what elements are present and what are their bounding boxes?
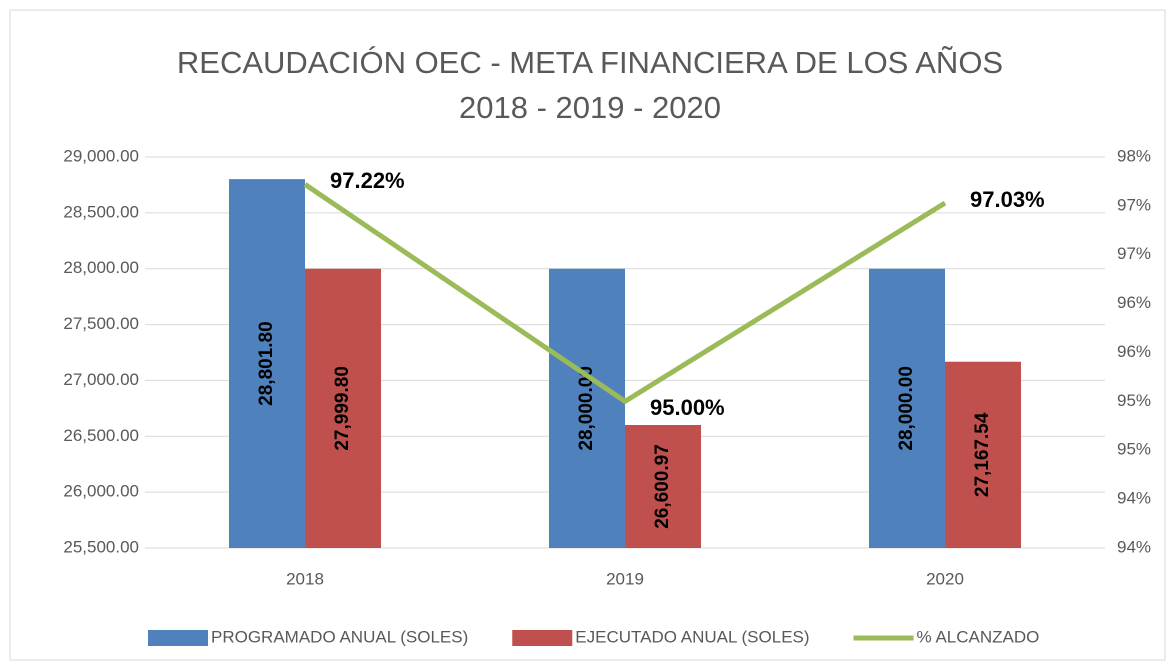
bar: [945, 361, 1021, 548]
bar: [305, 268, 381, 548]
y-tick-label: 27,500.00: [63, 314, 139, 333]
x-tick-label: 2020: [926, 569, 964, 588]
bar: [869, 268, 945, 548]
chart-title: RECAUDACIÓN OEC - META FINANCIERA DE LOS…: [176, 45, 1004, 125]
y2-tick-label: 95%: [1117, 440, 1151, 459]
y-tick-label: 25,500.00: [63, 537, 139, 556]
y-tick-label: 28,500.00: [63, 202, 139, 221]
line: [303, 182, 947, 405]
line-value-label: 95.00%: [650, 395, 725, 420]
y-tick-label: 26,000.00: [63, 482, 139, 501]
y2-tick-label: 95%: [1117, 391, 1151, 410]
legend-label: EJECUTADO ANUAL (SOLES): [575, 627, 809, 646]
y2-tick-label: 97%: [1117, 195, 1151, 214]
bar: [229, 179, 305, 548]
bar-value-label: 28,801.80: [256, 321, 277, 406]
bar-value-label: 26,600.97: [652, 444, 673, 529]
y-tick-label: 28,000.00: [63, 258, 139, 277]
line-value-label: 97.22%: [330, 168, 405, 193]
y-tick-label: 29,000.00: [63, 146, 139, 165]
bar: [625, 425, 701, 548]
legend-swatch: [148, 630, 208, 646]
bar-value-label: 27,167.54: [972, 412, 993, 497]
y2-tick-label: 94%: [1117, 489, 1151, 508]
y-tick-label: 26,500.00: [63, 426, 139, 445]
bar-value-label: 28,000.00: [576, 366, 597, 451]
bar-value-label: 28,000.00: [896, 366, 917, 451]
y2-tick-label: 98%: [1117, 146, 1151, 165]
legend-label: PROGRAMADO ANUAL (SOLES): [211, 627, 468, 646]
bar: [549, 268, 625, 548]
y2-tick-label: 97%: [1117, 244, 1151, 263]
y2-tick-label: 94%: [1117, 537, 1151, 556]
line-value-label: 97.03%: [970, 187, 1045, 212]
y-tick-label: 27,000.00: [63, 370, 139, 389]
y2-tick-label: 96%: [1117, 293, 1151, 312]
x-tick-label: 2018: [286, 569, 324, 588]
legend-swatch: [512, 630, 573, 646]
x-tick-label: 2019: [606, 569, 644, 588]
y2-tick-label: 96%: [1117, 342, 1151, 361]
legend-label: % ALCANZADO: [917, 627, 1040, 646]
bar-value-label: 27,999.80: [332, 366, 353, 451]
